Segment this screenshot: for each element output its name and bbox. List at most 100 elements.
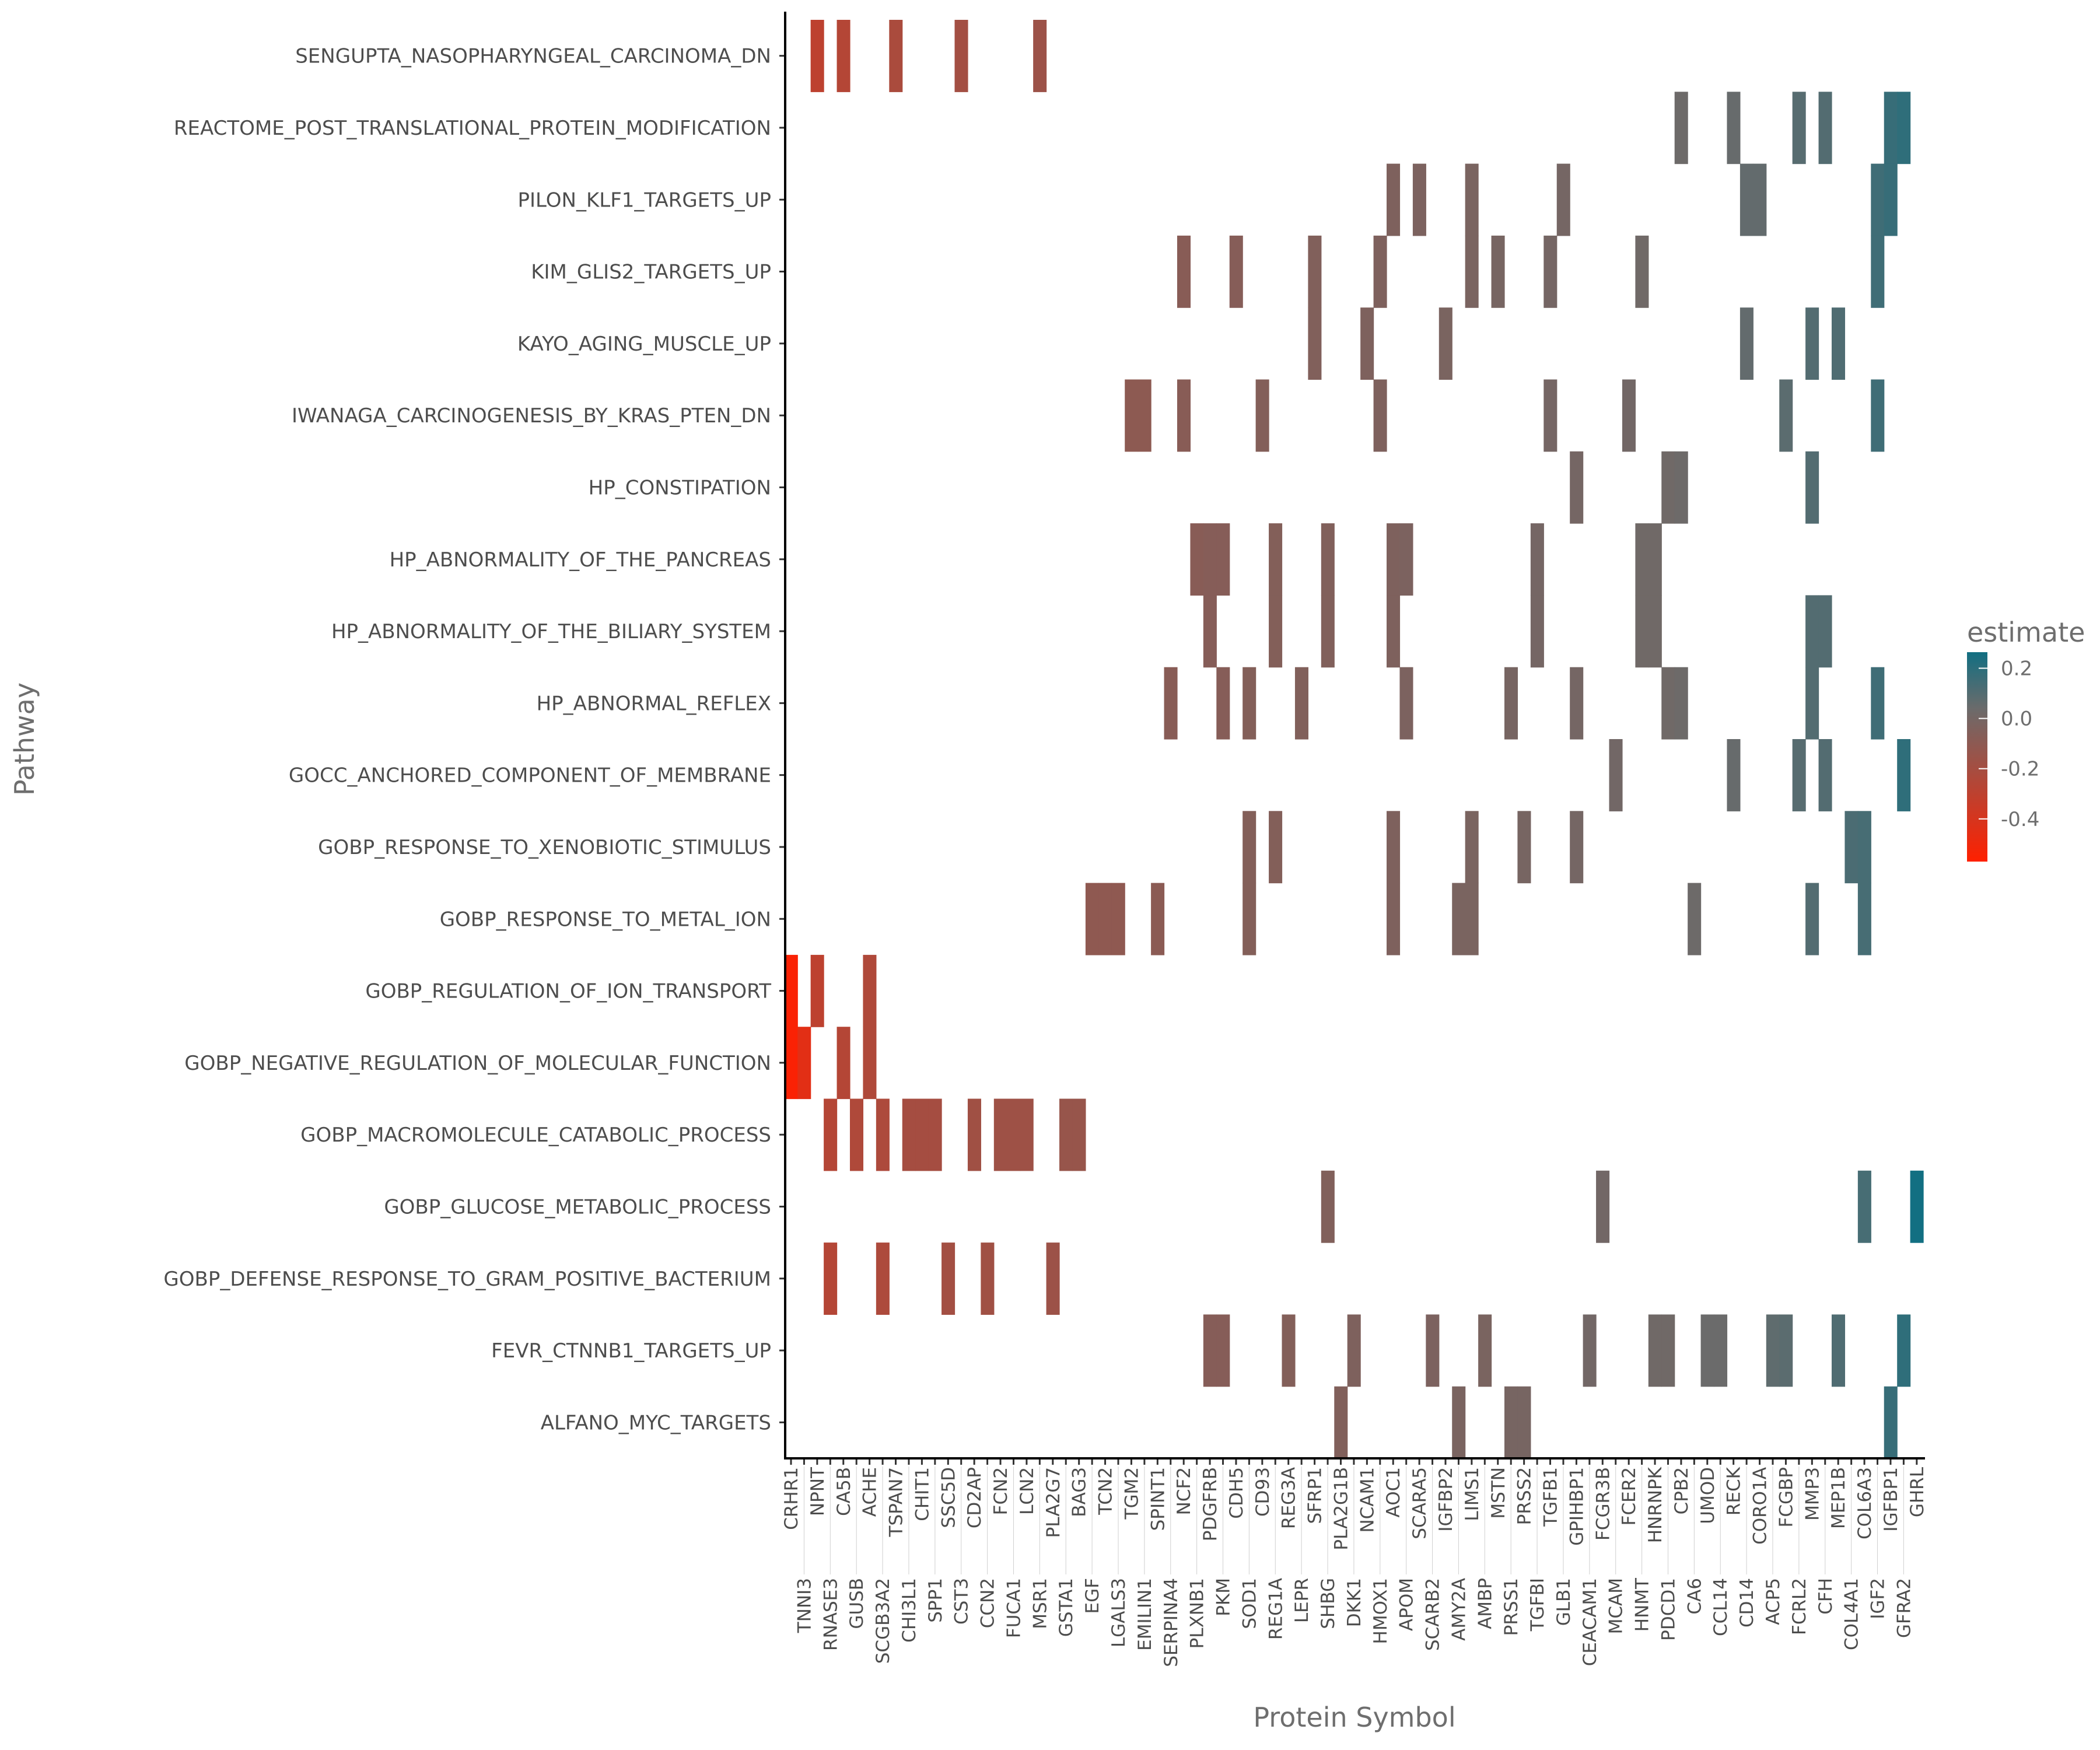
heatmap-tile (1622, 379, 1636, 452)
x-tick-label: FCN2 (991, 1467, 1012, 1515)
heatmap-tile (1871, 163, 1885, 236)
heatmap-tile (1072, 1098, 1086, 1171)
x-tick-label: RECK (1724, 1466, 1745, 1516)
heatmap-tile (1884, 163, 1898, 236)
x-tick-label: CA5B (834, 1467, 855, 1516)
y-tick-label: GOBP_NEGATIVE_REGULATION_OF_MOLECULAR_FU… (184, 1052, 771, 1075)
x-tick-label: LCN2 (1017, 1467, 1038, 1515)
x-tick-label: AOC1 (1383, 1467, 1404, 1517)
heatmap-tile (1491, 235, 1505, 308)
heatmap-tile (1478, 1314, 1492, 1387)
heatmap-tile (1674, 92, 1688, 164)
heatmap-tile (1648, 595, 1662, 668)
x-tick-label: NCAM1 (1357, 1467, 1378, 1533)
x-tick-label: PRSS1 (1501, 1578, 1522, 1636)
x-tick-label: CRHR1 (781, 1467, 802, 1530)
x-tick-label: FCER2 (1619, 1467, 1640, 1525)
heatmap-tile (1452, 1386, 1466, 1459)
x-tick-label: COL4A1 (1842, 1578, 1863, 1650)
heatmap-tile (915, 1098, 929, 1171)
x-tick-label: FCRL2 (1789, 1578, 1810, 1635)
y-tick-label: GOBP_MACROMOLECULE_CATABOLIC_PROCESS (300, 1124, 771, 1147)
heatmap-tile (1203, 523, 1217, 596)
heatmap-tile (1387, 811, 1401, 884)
x-tick-label: AMY2A (1448, 1578, 1469, 1641)
heatmap-tiles (784, 20, 1924, 1459)
x-tick-label: APOM (1396, 1578, 1418, 1631)
x-tick-label: TNNI3 (794, 1578, 815, 1633)
y-tick-label: SENGUPTA_NASOPHARYNGEAL_CARCINOMA_DN (295, 45, 771, 68)
x-tick-label: GUSB (846, 1578, 867, 1629)
x-tick-label: TCN2 (1096, 1467, 1116, 1516)
x-tick-label: CD93 (1252, 1467, 1273, 1517)
heatmap-tile (1530, 523, 1544, 596)
x-tick-label: PLA2G7 (1043, 1467, 1064, 1538)
heatmap-tile (1857, 811, 1871, 884)
heatmap-tile (1308, 307, 1322, 380)
legend-tick-label: -0.2 (2001, 758, 2039, 781)
heatmap-tile (1216, 667, 1230, 740)
y-tick-label: GOBP_DEFENSE_RESPONSE_TO_GRAM_POSITIVE_B… (163, 1268, 771, 1291)
x-tick-label: GSTA1 (1056, 1578, 1077, 1637)
x-tick-label: IGF2 (1868, 1578, 1889, 1619)
heatmap-tile (1779, 379, 1793, 452)
heatmap-tile (1648, 523, 1662, 596)
x-tick-label: NCF2 (1174, 1467, 1195, 1515)
heatmap-tile (1661, 451, 1675, 524)
x-tick-label: PRSS2 (1514, 1467, 1535, 1525)
x-tick-label: MMP3 (1802, 1467, 1823, 1521)
y-tick-label: GOBP_REGULATION_OF_ION_TRANSPORT (365, 980, 771, 1003)
x-tick-label: CCL14 (1710, 1578, 1731, 1636)
x-tick-label: CFH (1815, 1578, 1836, 1615)
heatmap-tile (1688, 883, 1702, 956)
x-tick-label: DKK1 (1344, 1578, 1365, 1627)
heatmap-tile (1387, 595, 1401, 668)
heatmap-tile (1857, 1170, 1871, 1243)
heatmap-tile (810, 954, 824, 1027)
x-tick-label: IGFBP2 (1436, 1467, 1457, 1532)
heatmap-tile (1831, 307, 1846, 380)
heatmap-tile (1399, 523, 1413, 596)
x-tick-label: HNMT (1632, 1577, 1653, 1632)
heatmap-tile (1570, 667, 1584, 740)
x-tick-label: SCGB3A2 (873, 1578, 894, 1664)
heatmap-tile (1570, 451, 1584, 524)
heatmap-tile (1805, 883, 1819, 956)
legend: estimate 0.2 0.0 -0.2 -0.4 (1967, 617, 2085, 862)
legend-tick-label: 0.2 (2001, 657, 2032, 681)
x-tick-label: CDH5 (1226, 1467, 1247, 1519)
x-tick-label: PDGFRB (1200, 1467, 1221, 1541)
x-tick-label: SERPINA4 (1161, 1578, 1182, 1667)
heatmap-tile (1700, 1314, 1714, 1387)
heatmap-tile (993, 1098, 1007, 1171)
x-tick-label: FCGR3B (1592, 1467, 1614, 1541)
heatmap-tile (1294, 667, 1308, 740)
heatmap-tile (1504, 1386, 1518, 1459)
y-tick-label: PILON_KLF1_TARGETS_UP (518, 188, 771, 212)
heatmap-tile (784, 1027, 798, 1100)
y-tick-label: HP_CONSTIPATION (589, 476, 771, 499)
y-tick-label: KAYO_AGING_MUSCLE_UP (517, 332, 771, 356)
x-tick-label: RNASE3 (820, 1578, 841, 1651)
heatmap-tile (1059, 1098, 1073, 1171)
x-tick-label: TGM2 (1121, 1467, 1142, 1520)
x-tick-label: CEACAM1 (1580, 1578, 1601, 1666)
heatmap-tile (1111, 883, 1125, 956)
x-tick-label: TGFB1 (1541, 1467, 1562, 1527)
heatmap-tile (1831, 1314, 1846, 1387)
y-tick-label: HP_ABNORMALITY_OF_THE_BILIARY_SYSTEM (331, 620, 771, 643)
heatmap-tile (1818, 595, 1832, 668)
x-tick-label: CD14 (1737, 1578, 1758, 1628)
heatmap-tile (1792, 92, 1806, 164)
heatmap-tile (1884, 1386, 1898, 1459)
heatmap-tile (1308, 235, 1322, 308)
heatmap-tile (1269, 595, 1283, 668)
heatmap-tile (1805, 451, 1819, 524)
heatmap-tile (1465, 235, 1479, 308)
heatmap-tile (1517, 811, 1531, 884)
x-tick-label: LIMS1 (1462, 1467, 1483, 1521)
heatmap-tile (1609, 739, 1623, 811)
heatmap-tile (954, 20, 968, 92)
legend-colorbar (1967, 652, 1987, 862)
heatmap-tile (1334, 1386, 1348, 1459)
